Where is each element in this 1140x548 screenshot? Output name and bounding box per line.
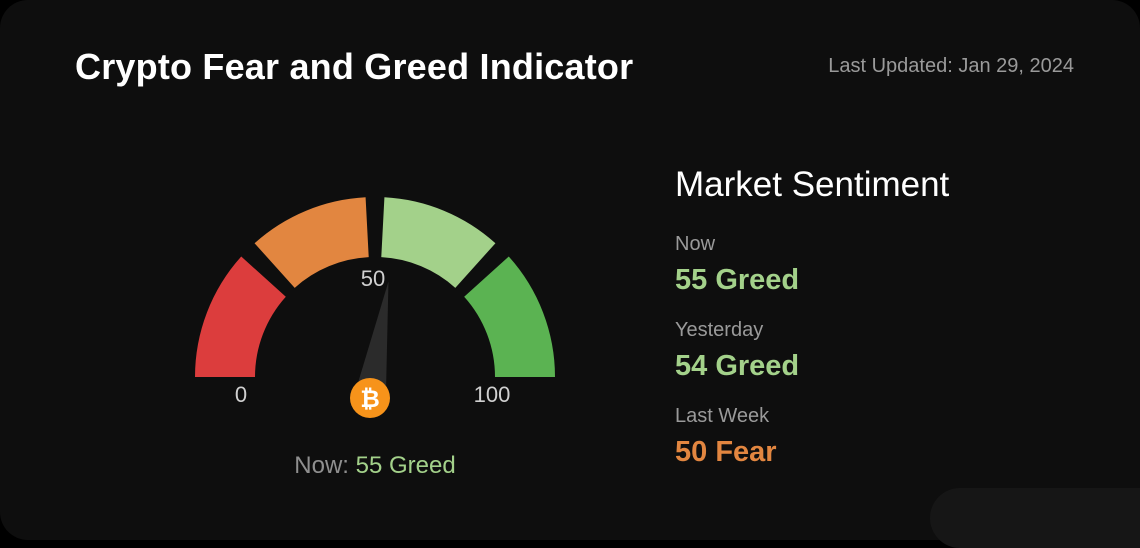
sentiment-value: 50 Fear [675, 436, 777, 468]
last-updated-text: Last Updated: Jan 29, 2024 [828, 55, 1074, 77]
gauge-segment-fear [254, 197, 369, 288]
gauge-segment-extreme-fear [195, 256, 286, 377]
gauge-segment-greed [381, 197, 496, 288]
gauge-caption-value: 55 Greed [355, 452, 456, 479]
sentiment-label: Now [675, 233, 716, 255]
fear-greed-gauge: 0 50 100 ₿ [195, 197, 555, 418]
sentiment-row-now: Now 55 Greed [675, 233, 1075, 297]
sentiment-row-last-week: Last Week 50 Fear [675, 405, 1075, 469]
sentiment-label: Yesterday [675, 319, 764, 341]
page-title: Crypto Fear and Greed Indicator [75, 46, 634, 87]
bitcoin-icon: ₿ [350, 378, 390, 418]
gauge-segment-extreme-greed [464, 256, 555, 377]
svg-text:₿: ₿ [360, 385, 380, 413]
gauge-mid-label: 50 [361, 266, 385, 291]
sentiment-label: Last Week [675, 405, 770, 427]
gauge-needle [354, 281, 389, 401]
gauge-min-label: 0 [235, 382, 247, 407]
sentiment-row-yesterday: Yesterday 54 Greed [675, 319, 1075, 383]
sentiment-value: 54 Greed [675, 350, 800, 382]
gauge-caption-label: Now: [294, 452, 349, 479]
market-sentiment-title: Market Sentiment [675, 165, 950, 204]
sentiment-value: 55 Greed [675, 264, 800, 296]
gauge-caption: Now: 55 Greed [180, 452, 570, 480]
market-sentiment-panel: Market Sentiment Now 55 Greed Yesterday … [675, 165, 1075, 491]
corner-decoration [930, 488, 1140, 548]
gauge-max-label: 100 [474, 382, 511, 407]
